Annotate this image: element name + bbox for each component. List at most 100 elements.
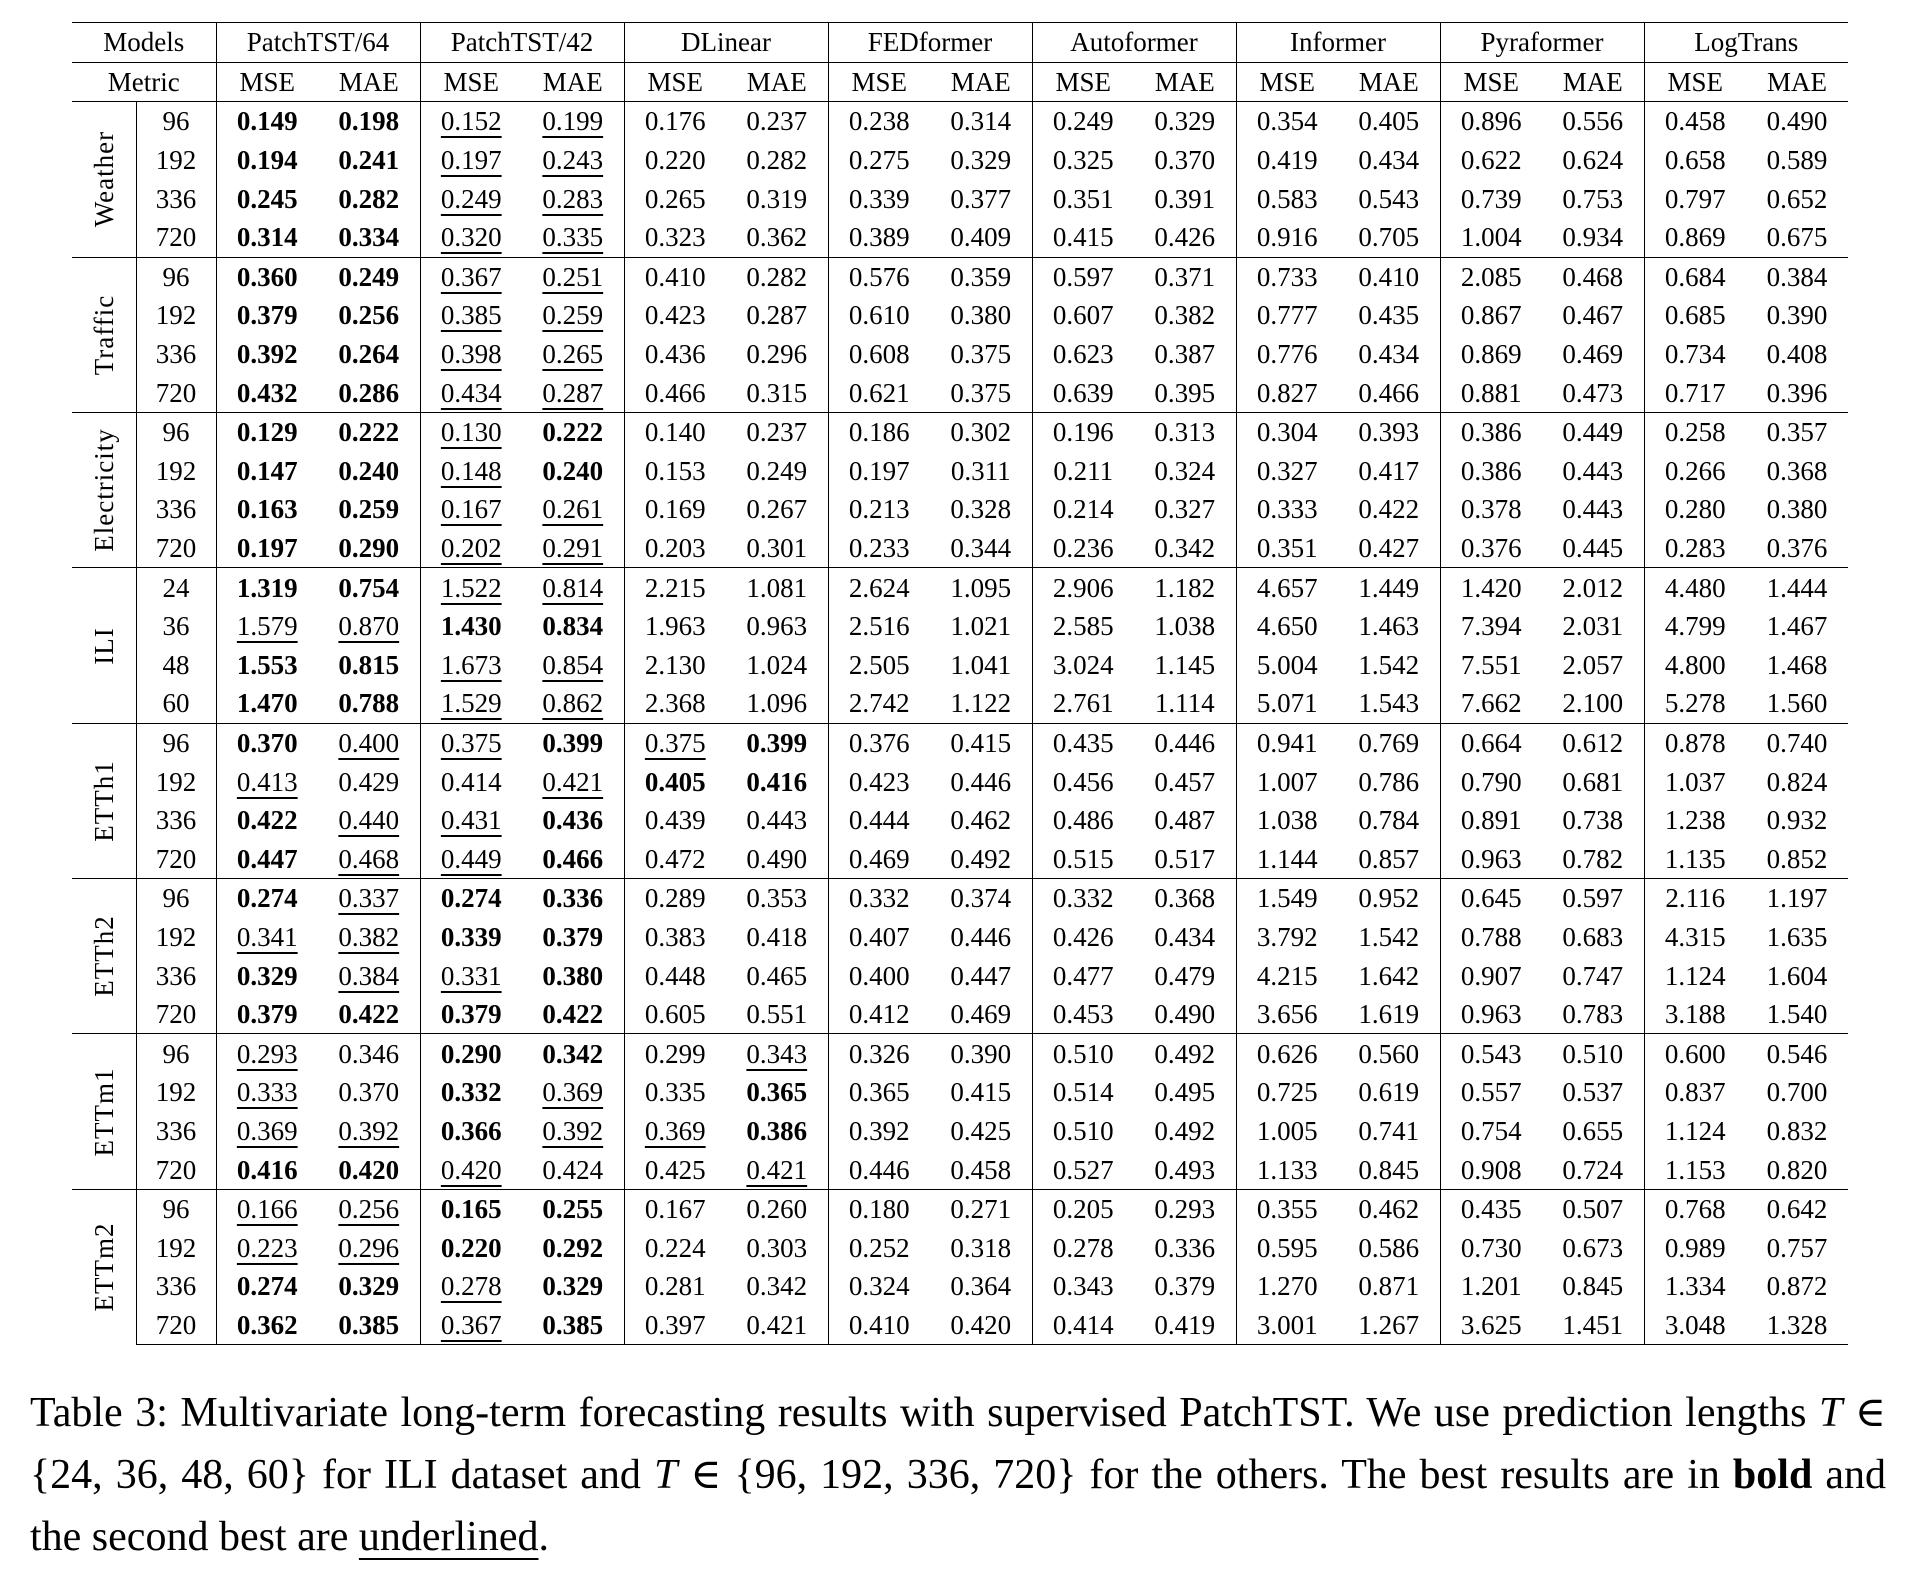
value-cell: 0.432 [215,373,318,413]
value-cell: 0.339 [827,179,930,218]
value-cell: 0.622 [1439,140,1542,180]
value-cell: 1.430 [419,606,522,646]
value-cell: 0.420 [930,1305,1032,1346]
value-cell: 0.469 [827,839,930,879]
value-cell: 0.360 [215,256,318,297]
value-cell: 0.365 [746,1077,808,1108]
value-cell: 0.436 [623,334,726,374]
value-cell: 0.405 [623,762,726,801]
table-row: 336 0.245 0.282 0.249 0.283 0.265 0.319 0.339 0.… [72,179,1848,218]
table-row: 336 0.392 0.264 0.398 0.265 0.436 0.296 0.608 0.… [72,334,1848,374]
value-cell: 0.754 [318,567,420,607]
value-cell: 0.129 [215,411,318,452]
value-cell: 0.336 [1154,1232,1216,1263]
value-cell: 3.048 [1643,1305,1746,1346]
value-cell: 0.286 [338,377,400,408]
value-cell: 3.792 [1235,917,1338,957]
value-cell: 0.777 [1235,296,1338,335]
value-cell: 0.236 [1031,528,1134,568]
value-cell: 0.379 [1154,1271,1216,1302]
table-row: ETTh2 96 0.274 0.337 0.274 0.336 0.289 0.353 0.3… [72,878,1848,1034]
caption-text: Table 3: Multivariate long-term forecast… [30,1390,1820,1436]
table-row: 720 0.362 0.385 0.367 0.385 0.397 0.421 0.410 0.… [72,1305,1848,1346]
value-cell: 0.462 [1338,1188,1440,1229]
table-row: 192 0.223 0.296 0.220 0.292 0.224 0.303 0.252 0.… [72,1228,1848,1267]
value-cell: 0.130 [419,411,522,452]
table-row: 336 0.274 0.329 0.278 0.329 0.281 0.342 0.324 0.… [72,1267,1848,1306]
metric-header: MSE [623,61,726,102]
value-cell: 0.291 [542,533,604,564]
value-cell: 1.560 [1766,688,1828,719]
value-cell: 1.642 [1358,960,1420,991]
value-cell: 0.351 [1031,179,1134,218]
value-cell: 0.266 [1643,451,1746,491]
horizon-cell: 336 [135,956,216,995]
value-cell: 0.396 [1766,377,1828,408]
value-cell: 0.797 [1643,179,1746,218]
value-cell: 0.908 [1439,1150,1542,1190]
table-row: 336 0.163 0.259 0.167 0.261 0.169 0.267 0.213 0.… [72,490,1848,529]
horizon-cell: 336 [135,800,216,840]
value-cell: 0.837 [1643,1073,1746,1112]
value-cell: 1.463 [1358,611,1420,642]
value-cell: 0.318 [950,1232,1012,1263]
value-cell: 0.435 [1439,1188,1542,1229]
metric-header: MSE [1439,61,1542,102]
table-row: 192 0.341 0.382 0.339 0.379 0.383 0.418 0.407 0.… [72,917,1848,957]
value-cell: 0.332 [419,1073,522,1112]
value-cell: 0.733 [1235,256,1338,297]
value-cell: 0.296 [746,339,808,370]
value-cell: 0.423 [623,296,726,335]
table-row: 192 0.413 0.429 0.414 0.421 0.405 0.416 0.423 0.… [72,762,1848,801]
value-cell: 3.001 [1235,1305,1338,1346]
value-cell: 0.324 [827,1267,930,1306]
value-cell: 0.589 [1766,145,1828,176]
value-cell: 1.270 [1235,1267,1338,1306]
value-cell: 0.375 [623,722,726,763]
value-cell: 0.870 [338,611,400,642]
value-cell: 0.365 [827,1073,930,1112]
horizon-cell: 96 [135,1188,216,1229]
value-cell: 0.422 [1358,494,1420,525]
value-cell: 1.038 [1154,611,1216,642]
value-cell: 0.788 [1439,917,1542,957]
value-cell: 0.768 [1643,1188,1746,1229]
value-cell: 1.529 [419,684,522,724]
value-cell: 0.446 [827,1150,930,1190]
value-cell: 0.290 [419,1033,522,1074]
value-cell: 0.376 [1766,533,1828,564]
value-cell: 1.081 [726,567,828,607]
value-cell: 0.240 [338,455,400,486]
value-cell: 0.319 [746,183,808,214]
value-cell: 0.220 [419,1228,522,1267]
metric-header: MSE [1643,61,1746,102]
value-cell: 0.786 [1358,766,1420,797]
value-cell: 0.384 [1746,256,1848,297]
value-cell: 0.163 [215,490,318,529]
value-cell: 0.267 [746,494,808,525]
value-cell: 1.096 [746,688,808,719]
value-cell: 1.238 [1643,800,1746,840]
value-cell: 0.346 [318,1033,420,1074]
value-cell: 0.624 [1562,145,1624,176]
value-cell: 0.251 [522,256,624,297]
value-cell: 0.427 [1358,533,1420,564]
table-row: ETTh1 96 0.370 0.400 0.375 0.399 0.375 0.399 0.3… [72,722,1848,879]
value-cell: 0.845 [1562,1271,1624,1302]
value-cell: 7.662 [1439,684,1542,724]
value-cell: 0.374 [930,878,1032,918]
value-cell: 0.440 [338,805,400,836]
value-cell: 0.383 [623,917,726,957]
value-cell: 0.517 [1154,843,1216,874]
value-cell: 0.537 [1562,1077,1624,1108]
metric-label: Metric [72,61,216,102]
dataset-label: ETTm2 [72,1188,136,1345]
value-cell: 0.790 [1439,762,1542,801]
value-cell: 0.443 [1562,455,1624,486]
table-caption: Table 3: Multivariate long-term forecast… [30,1382,1886,1568]
value-cell: 0.293 [1134,1188,1236,1229]
value-cell: 0.264 [338,339,400,370]
value-cell: 0.368 [1134,878,1236,918]
table-row: Weather 96 0.149 0.198 0.152 0.199 0.176 0.237 0… [72,101,1848,258]
table-row: 192 0.147 0.240 0.148 0.240 0.153 0.249 0.197 0.… [72,451,1848,491]
